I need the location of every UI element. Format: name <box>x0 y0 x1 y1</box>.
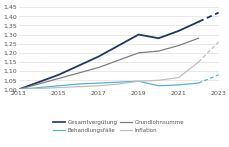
Legend: Gesamtvergütung, Behandlungsfälle, Grundlohnsumme, Inflation: Gesamtvergütung, Behandlungsfälle, Grund… <box>51 118 186 135</box>
